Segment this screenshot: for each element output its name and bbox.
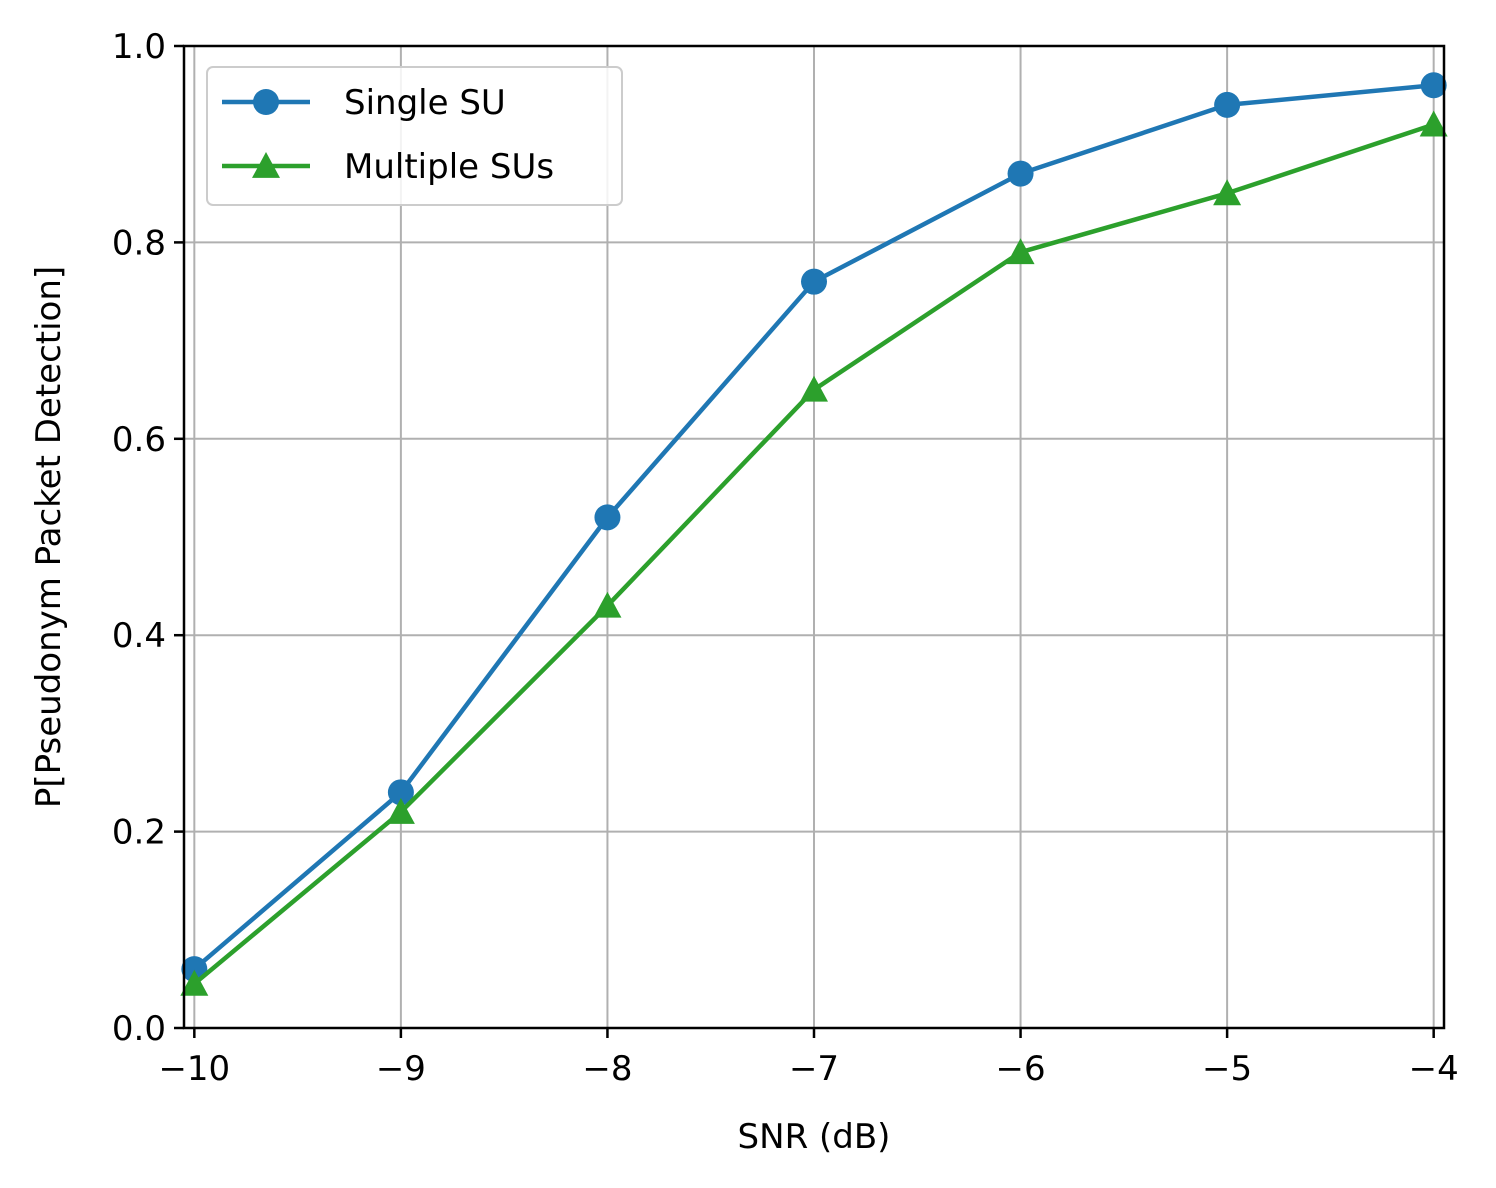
data-point — [594, 504, 621, 531]
legend-box — [206, 66, 623, 206]
y-tick-label: 0.8 — [112, 223, 166, 263]
data-point — [387, 779, 414, 806]
x-tick-label: −5 — [1202, 1049, 1252, 1089]
data-point — [1214, 91, 1241, 118]
data-point — [1213, 179, 1242, 206]
legend-marker — [253, 89, 279, 115]
data-point — [180, 969, 209, 996]
x-tick-label: −10 — [158, 1049, 230, 1089]
series-2 — [180, 110, 1448, 996]
y-tick-label: 0.4 — [112, 616, 166, 656]
data-point — [1419, 110, 1448, 137]
data-point — [1006, 238, 1035, 265]
data-point — [1420, 72, 1447, 99]
y-tick-label: 0.6 — [112, 420, 166, 460]
data-point — [593, 591, 622, 618]
y-axis-label: P[Pseudonym Packet Detection] — [29, 266, 69, 808]
series-layer — [180, 72, 1448, 996]
legend-marker — [252, 152, 280, 178]
data-point — [1007, 160, 1034, 187]
legend: Single SU Multiple SUs — [206, 66, 623, 206]
legend-item: Single SU — [222, 83, 506, 123]
data-point — [386, 797, 415, 824]
data-point — [800, 375, 828, 402]
series-1 — [181, 72, 1447, 983]
x-tick-label: −7 — [789, 1049, 839, 1089]
y-tick-label: 0.0 — [112, 1009, 166, 1049]
ticks: −10 −9 −8 −7 −6 −5 −4 0.0 0.2 0.4 0.6 0.8 1.0 — [112, 27, 1459, 1089]
x-tick-label: −4 — [1409, 1049, 1459, 1089]
legend-label: Single SU — [344, 83, 506, 123]
x-tick-label: −9 — [376, 1049, 426, 1089]
data-point — [801, 268, 827, 295]
y-tick-label: 1.0 — [112, 27, 166, 67]
x-tick-label: −8 — [582, 1049, 632, 1089]
y-tick-label: 0.2 — [112, 813, 166, 853]
x-tick-label: −6 — [995, 1049, 1045, 1089]
legend-item: Multiple SUs — [222, 147, 554, 187]
legend-label: Multiple SUs — [344, 147, 554, 187]
x-axis-label: SNR (dB) — [738, 1117, 891, 1157]
